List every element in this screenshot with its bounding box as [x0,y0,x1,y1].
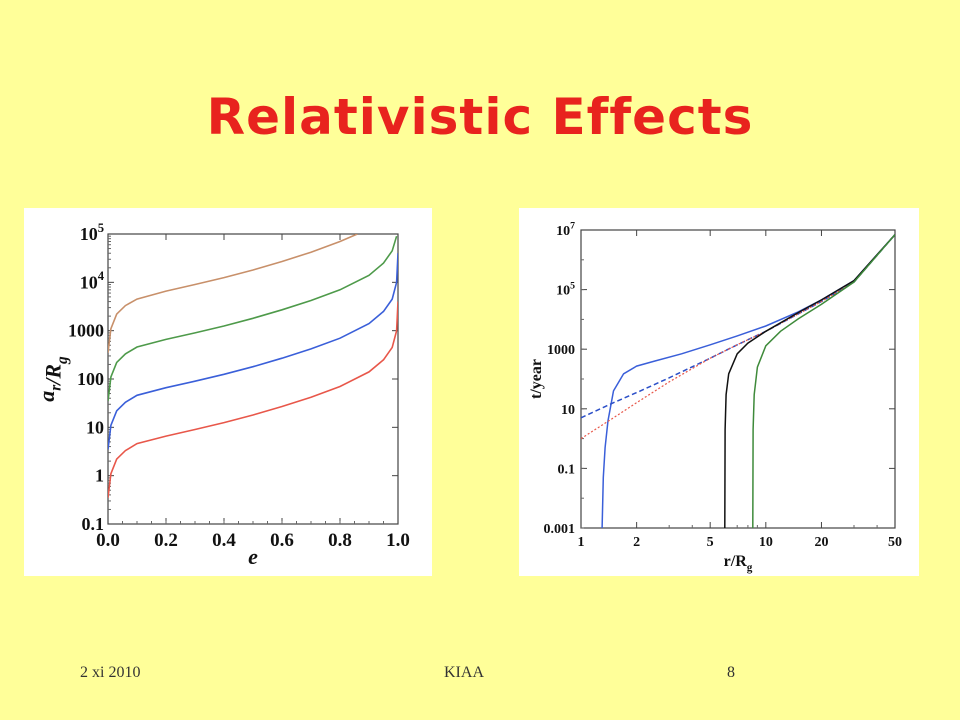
x-axis-title: e [248,544,258,569]
y-tick-label: 107 [556,221,575,239]
x-tick-label: 1 [578,535,585,550]
y-tick-label: 10 [561,403,575,418]
y-tick-label: 104 [80,269,105,292]
series-line-4 [724,234,895,528]
series-line-2 [108,235,398,402]
x-tick-label: 2 [633,535,640,550]
x-tick-label: 0.2 [154,530,178,551]
series-line-3 [581,234,895,440]
footer-organization: KIAA [444,664,484,681]
right-chart-panel: 1 2 5 10 20 50 0.001 0.1 10 1000 105 107 r/Rg t/year [519,208,919,576]
y-tick-label: 10 [86,417,104,437]
series-line-2 [581,234,895,419]
x-tick-label: 10 [759,535,773,550]
x-tick-label: 0.6 [270,530,294,551]
slide-title: Relativistic Effects [206,88,754,146]
footer-date: 2 xi 2010 [80,664,141,681]
y-tick-label: 1 [95,466,104,486]
series-line-1 [601,234,895,528]
y-tick-label: 1000 [68,321,104,341]
time-radius-chart: 1 2 5 10 20 50 0.001 0.1 10 1000 105 107 r/Rg t/year [528,221,902,574]
left-chart-panel: 0.0 0.2 0.4 0.6 0.8 1.0 0.1 1 10 100 1000 104 105 e ar… [24,208,432,576]
series-line-1 [108,234,358,353]
y-axis-title: t/year [528,359,545,399]
x-tick-label: 5 [707,535,714,550]
x-tick-label: 50 [888,535,902,550]
x-tick-label: 0.4 [212,530,236,551]
y-tick-label: 1000 [547,343,575,358]
series-line-4 [108,301,398,498]
series-line-5 [752,234,895,528]
right-plot-frame [580,229,896,529]
y-tick-label: 0.1 [558,462,576,477]
x-tick-label: 1.0 [386,530,410,551]
y-tick-label: 0.1 [82,514,105,534]
y-tick-label: 105 [556,280,575,298]
y-tick-label: 105 [80,221,104,244]
eccentricity-radius-chart: 0.0 0.2 0.4 0.6 0.8 1.0 0.1 1 10 100 1000 104 105 e ar… [34,221,410,569]
x-tick-label: 20 [814,535,828,550]
x-axis-title: r/Rg [724,553,753,574]
x-tick-label: 0.8 [328,530,352,551]
y-tick-label: 0.001 [544,522,576,537]
series-line-3 [108,253,398,450]
x-tick-label: 0.0 [96,530,120,551]
footer-page-number: 8 [727,664,735,681]
y-axis-title: ar/Rg [34,356,71,402]
y-tick-label: 100 [77,369,104,389]
